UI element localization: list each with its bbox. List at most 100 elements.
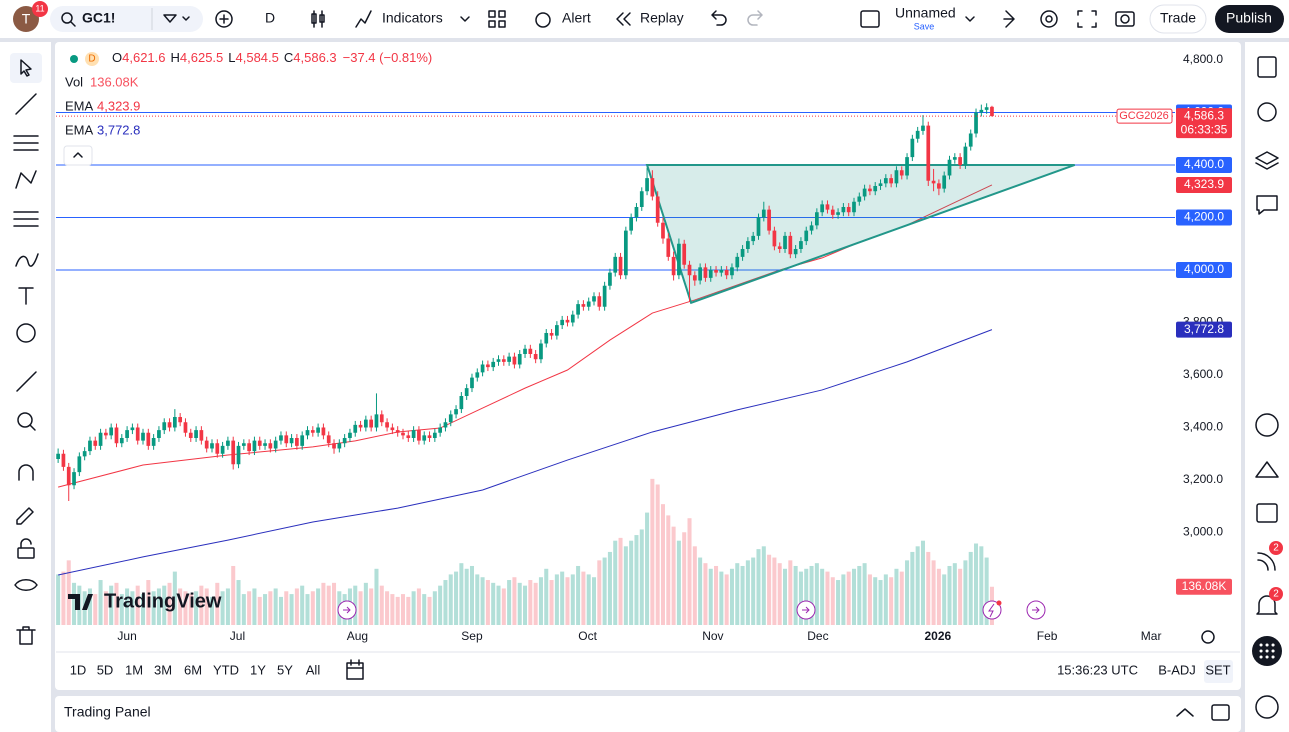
alert-button[interactable]: Alert: [562, 10, 591, 26]
candle-body: [671, 256, 676, 276]
tool-active[interactable]: [10, 53, 42, 83]
candle-body: [162, 422, 167, 431]
symbol[interactable]: GC1!: [82, 10, 115, 26]
layout-icon[interactable]: [860, 10, 880, 28]
x-tick-label: Oct: [578, 629, 597, 643]
snapshot-icon[interactable]: [1115, 11, 1135, 27]
range-button[interactable]: 5D: [97, 662, 114, 677]
fib-tool[interactable]: [13, 135, 39, 151]
publish-button[interactable]: [1215, 5, 1284, 33]
compare-icon[interactable]: [163, 14, 177, 23]
news-icon[interactable]: [1256, 503, 1278, 523]
candle-body: [172, 416, 177, 428]
chat-icon[interactable]: [1256, 195, 1278, 215]
last-price-label: [1176, 108, 1232, 139]
range-button[interactable]: 1Y: [250, 662, 266, 677]
candle-body: [178, 416, 183, 423]
legend-value: 4,323.9: [97, 98, 140, 113]
cursor-tool[interactable]: [20, 59, 32, 77]
candle-body: [905, 157, 909, 176]
brush-tool[interactable]: [15, 253, 39, 267]
axis-settings[interactable]: [1201, 630, 1215, 644]
add-icon[interactable]: [215, 10, 233, 28]
event-marker[interactable]: [982, 600, 1002, 620]
expand-panel[interactable]: [1176, 708, 1194, 717]
interval[interactable]: D: [265, 10, 275, 26]
candle-body: [321, 427, 326, 436]
trade-button[interactable]: [1149, 4, 1207, 34]
replay-button[interactable]: Replay: [640, 10, 684, 26]
candle-body: [687, 264, 692, 276]
stay-drawing-tool[interactable]: [16, 507, 34, 525]
candle-body: [899, 170, 904, 176]
volume-bar: [666, 515, 671, 625]
magnet-tool[interactable]: [18, 464, 34, 481]
lock-tool[interactable]: [17, 547, 35, 559]
volume-bar: [172, 571, 177, 625]
data-window-icon[interactable]: [1255, 151, 1279, 170]
ohlc-key: C: [284, 50, 293, 65]
alert-icon[interactable]: [535, 12, 551, 28]
delete-tool[interactable]: [16, 626, 36, 645]
undo-icon[interactable]: [711, 10, 727, 26]
avatar[interactable]: [13, 6, 39, 32]
range-button[interactable]: YTD: [213, 662, 239, 677]
projection-tool[interactable]: [13, 211, 39, 227]
settings-icon[interactable]: [1040, 10, 1058, 28]
range-button[interactable]: 6M: [184, 662, 202, 677]
range-button[interactable]: All: [306, 662, 321, 677]
layout-name[interactable]: Unnamed: [895, 5, 956, 21]
hotlist-icon[interactable]: [1255, 413, 1279, 437]
fullscreen-icon[interactable]: [1077, 10, 1097, 28]
calendar-icon[interactable]: [1255, 461, 1279, 478]
ohlc-value: 4,586.3: [293, 50, 336, 65]
candle-body: [793, 248, 798, 255]
candle-body: [204, 440, 209, 449]
ruler-tool[interactable]: [16, 371, 37, 392]
candle-body: [777, 246, 782, 249]
zoom-tool[interactable]: [17, 412, 33, 428]
symbol-search[interactable]: [50, 6, 203, 32]
watchlist-icon[interactable]: [1257, 56, 1277, 78]
quick-search-icon[interactable]: [1003, 10, 1015, 28]
trading-panel-title[interactable]: Trading Panel: [64, 704, 151, 720]
pattern-tool[interactable]: [15, 170, 37, 189]
goto-date-icon[interactable]: [346, 659, 364, 680]
range-button[interactable]: 1D: [70, 662, 87, 677]
candle-body: [114, 427, 119, 444]
chart-type-icon[interactable]: [311, 10, 325, 28]
volume-bar: [326, 585, 331, 625]
chevron[interactable]: [965, 16, 975, 22]
range-button[interactable]: 1M: [125, 662, 143, 677]
maximize-panel[interactable]: [1211, 704, 1230, 721]
candle-body: [862, 188, 867, 197]
candle-body: [77, 456, 82, 473]
help-icon[interactable]: [1255, 695, 1279, 719]
volume-bar: [284, 591, 289, 625]
chevron[interactable]: [460, 16, 470, 22]
collapse-legend[interactable]: [63, 145, 93, 166]
alerts-icon[interactable]: [1257, 102, 1277, 122]
text-tool[interactable]: [18, 287, 34, 305]
candle-body: [188, 432, 193, 438]
stream-icon[interactable]: [1257, 552, 1276, 571]
save-label[interactable]: Save: [914, 21, 935, 31]
icon-tool[interactable]: [16, 323, 36, 343]
candle-body: [974, 112, 978, 134]
range-button[interactable]: 3M: [154, 662, 172, 677]
volume-bar: [268, 591, 273, 625]
candle-body: [215, 443, 220, 454]
range-button[interactable]: 5Y: [277, 662, 293, 677]
hide-tool[interactable]: [14, 579, 38, 591]
replay-icon[interactable]: [616, 12, 631, 26]
layouts-icon[interactable]: [488, 10, 506, 28]
chevron[interactable]: [182, 16, 190, 21]
candle-body: [512, 356, 517, 365]
candle-body: [364, 419, 368, 428]
trend-line-tool[interactable]: [15, 93, 37, 115]
indicators-button[interactable]: Indicators: [382, 10, 443, 26]
candle-body: [799, 241, 803, 249]
session-button[interactable]: [1204, 660, 1233, 683]
indicators-icon[interactable]: [355, 10, 372, 28]
adjustment[interactable]: B-ADJ: [1158, 662, 1196, 677]
